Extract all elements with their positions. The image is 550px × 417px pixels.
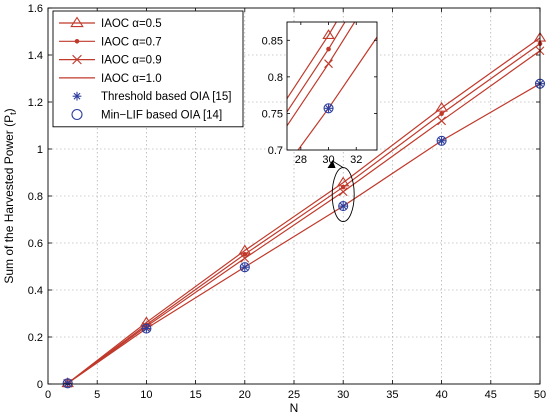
legend-label: IAOC α=0.5 — [101, 18, 162, 30]
inset-data-point-s4 — [324, 104, 333, 113]
x-axis-label: N — [290, 401, 299, 415]
data-point-s0 — [435, 101, 448, 112]
data-point-s1 — [439, 111, 444, 117]
y-tick-label: 0 — [37, 379, 43, 391]
inset-series-group — [287, 22, 377, 150]
data-point-s5 — [436, 135, 447, 146]
legend-entry: IAOC α=1.0 — [59, 73, 162, 85]
data-point-s5 — [141, 323, 152, 334]
y-axis-label: Sum of the Harvested Power (Pt) — [2, 108, 18, 283]
x-tick-label: 30 — [337, 389, 349, 401]
legend-entry: Threshold based OIA [15] — [72, 91, 231, 103]
x-tick-label: 35 — [386, 389, 398, 401]
inset-y-tick-label: 0.75 — [262, 108, 283, 120]
axis-ticks: 0 5 10 15 20 25 30 35 40 45 50 0 0.2 0.4 0.6 0.8 1 1.2 1.4… — [28, 3, 546, 401]
legend-label: IAOC α=1.0 — [101, 73, 162, 85]
inset-background — [287, 22, 377, 150]
inset-data-point-s0 — [322, 29, 335, 39]
inset-ticks: 28 30 320.70.750.80.85 — [262, 22, 377, 166]
y-tick-label: 1 — [37, 144, 43, 156]
data-point-s2 — [437, 116, 446, 126]
data-point-s5 — [62, 378, 73, 389]
series-line-3 — [67, 83, 541, 384]
x-tick-label: 20 — [239, 389, 251, 401]
y-tick-label: 1.2 — [28, 97, 43, 109]
x-tick-label: 5 — [94, 389, 100, 401]
x-tick-label: 0 — [45, 389, 51, 401]
x-tick-label: 40 — [435, 389, 447, 401]
data-point-s5 — [338, 201, 349, 212]
data-point-s2 — [338, 187, 348, 197]
data-point-s5 — [239, 262, 250, 273]
grid — [48, 8, 540, 384]
legend-entry: IAOC α=0.5 — [59, 16, 162, 30]
x-tick-label: 25 — [288, 389, 300, 401]
legend-label: Threshold based OIA [15] — [101, 91, 231, 103]
zoom-arrow-line — [332, 160, 344, 168]
legend: IAOC α=0.5 IAOC α=0.7 IAOC α=0.9 IAOC α=1.0… — [52, 10, 244, 128]
series-line-2 — [67, 50, 541, 384]
inset-y-tick-label: 0.8 — [268, 72, 283, 84]
legend-marker — [71, 108, 83, 121]
inset-zoom-plot: 28 30 320.70.750.80.85 — [262, 21, 378, 166]
series-line-1 — [67, 43, 541, 384]
y-axis-label-main: Sum of the Harvested Power (P — [2, 115, 16, 284]
inset-data-point-s2 — [324, 59, 333, 69]
inset-x-tick-label: 32 — [350, 154, 362, 166]
data-point-s4 — [437, 136, 446, 145]
y-tick-label: 1.6 — [28, 3, 43, 15]
plot-frame — [47, 7, 541, 385]
legend-label: IAOC α=0.9 — [101, 55, 162, 67]
legend-marker — [72, 91, 82, 101]
legend-label: Min−LIF based OIA [14] — [101, 110, 222, 122]
legend-entry: IAOC α=0.9 — [59, 55, 162, 67]
annotations — [327, 160, 355, 223]
legend-marker — [72, 54, 82, 65]
data-point-s4 — [240, 263, 249, 272]
legend-entry: IAOC α=0.7 — [59, 36, 162, 48]
inset-series-line-0 — [287, 22, 338, 99]
y-axis-label-close: ) — [2, 108, 16, 112]
x-tick-label: 50 — [534, 389, 546, 401]
data-point-s4 — [339, 202, 348, 211]
x-tick-label: 10 — [140, 389, 152, 401]
x-tick-label: 15 — [189, 389, 201, 401]
y-tick-label: 0.2 — [28, 332, 43, 344]
x-tick-label: 45 — [485, 389, 497, 401]
legend-entry: Min−LIF based OIA [14] — [71, 108, 222, 122]
inset-y-tick-label: 0.85 — [262, 35, 283, 47]
series-line-0 — [67, 37, 541, 384]
legend-marker — [70, 16, 84, 28]
data-point-s1 — [340, 184, 346, 190]
data-point-s1 — [242, 251, 248, 257]
y-axis-label-subscript: t — [8, 112, 18, 115]
inset-data-point-s5 — [323, 103, 334, 114]
legend-label: IAOC α=0.7 — [101, 36, 162, 48]
inset-y-tick-label: 0.7 — [268, 145, 283, 157]
inset-frame — [286, 21, 378, 151]
data-point-s2 — [240, 253, 250, 263]
y-tick-label: 0.8 — [28, 191, 43, 203]
data-point-s4 — [63, 379, 72, 388]
y-tick-label: 0.6 — [28, 238, 43, 250]
legend-marker — [74, 39, 80, 44]
inset-x-tick-label: 28 — [295, 154, 307, 166]
zoom-arrowhead — [327, 160, 336, 168]
y-tick-label: 1.4 — [28, 50, 43, 62]
inset-data-point-s1 — [326, 46, 331, 52]
data-point-s4 — [142, 324, 151, 333]
y-tick-label: 0.4 — [28, 285, 43, 297]
legend-box — [52, 10, 244, 128]
